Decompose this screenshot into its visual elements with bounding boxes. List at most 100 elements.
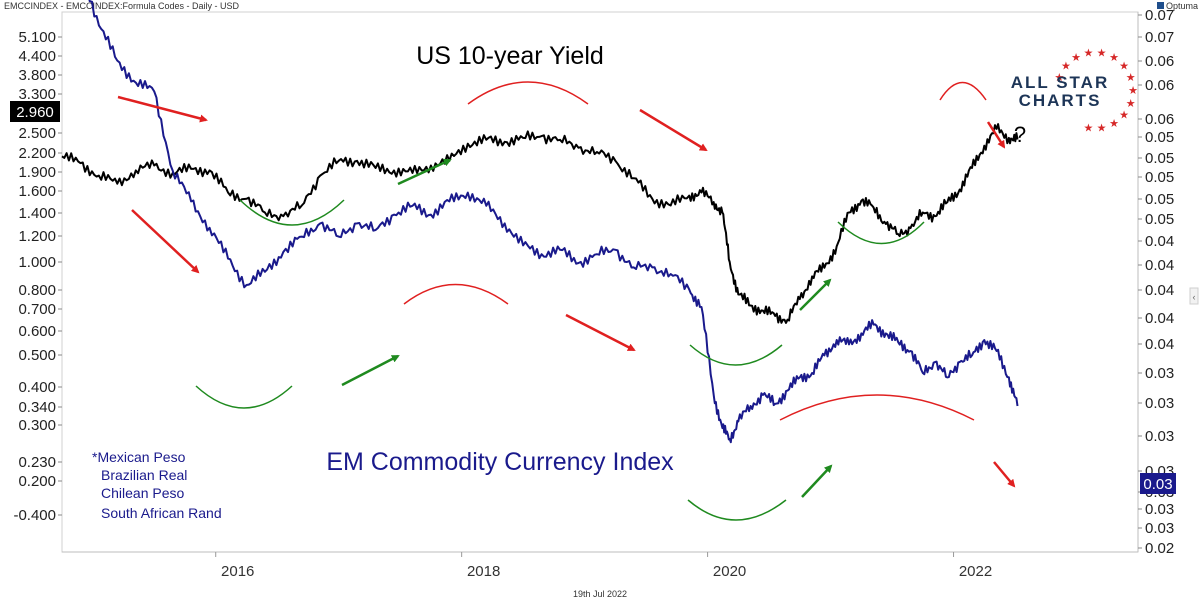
left-tick-label: 2.200: [18, 145, 56, 162]
green-trough-arc: [687, 499, 787, 521]
red-arrow-down-icon: [131, 209, 200, 274]
right-current-value-box: [1140, 473, 1176, 494]
left-tick-label: 1.000: [18, 254, 56, 271]
left-tick-label: 1.400: [18, 205, 56, 222]
logo-star-icon: ★: [1054, 72, 1064, 84]
brand-mark: Optuma: [1157, 1, 1198, 11]
right-tick-label: 0.05: [1145, 169, 1174, 186]
right-current-value: 0.03: [1143, 476, 1172, 493]
source-line: EMCCINDEX - EMCCINDEX:Formula Codes - Da…: [4, 1, 240, 11]
red-arrow-down-icon: [565, 313, 636, 352]
green-trough-arc: [837, 221, 925, 245]
scroll-handle[interactable]: [1189, 287, 1199, 305]
logo-line1: ALL STAR: [1011, 73, 1109, 92]
right-tick-label: 0.06: [1145, 111, 1174, 128]
left-tick-label: 1.200: [18, 228, 56, 245]
logo-line2: CHARTS: [1019, 91, 1102, 110]
x-axis: 2016 2018 2020 2022: [215, 552, 992, 580]
right-tick-label: 0.03: [1145, 501, 1174, 518]
green-trough-arc: [689, 344, 783, 366]
left-tick-label: 3.800: [18, 67, 56, 84]
red-peak-arc: [939, 81, 987, 101]
green-arrow-up-icon: [801, 464, 833, 498]
logo-star-icon: ★: [1109, 52, 1119, 64]
logo-star-icon: ★: [1061, 61, 1071, 73]
left-tick-label: 5.100: [18, 29, 56, 46]
annotation-question-mark: ?: [1014, 122, 1026, 147]
right-axis: 0.070.070.060.060.060.050.050.050.050.05…: [1138, 7, 1174, 557]
left-tick-label: 1.900: [18, 164, 56, 181]
green-arrow-up-icon: [341, 354, 400, 387]
chevron-left-icon: ‹: [1193, 292, 1196, 302]
legend-item-brazilian-real: Brazilian Real: [101, 467, 187, 483]
left-tick-label: 0.400: [18, 379, 56, 396]
left-tick-label: 2.500: [18, 125, 56, 142]
right-tick-label: 0.06: [1145, 53, 1174, 70]
left-tick-label: 0.500: [18, 347, 56, 364]
annotation-us-10y-title: US 10-year Yield: [416, 42, 604, 70]
right-tick-label: 0.05: [1145, 191, 1174, 208]
right-tick-label: 0.07: [1145, 7, 1174, 24]
right-current-value-badge: 0.03: [1140, 473, 1176, 494]
right-tick-label: 0.04: [1145, 233, 1174, 250]
left-current-value-badge: 2.960: [10, 101, 60, 122]
right-tick-label: 0.05: [1145, 150, 1174, 167]
brand-name: Optuma: [1166, 1, 1198, 11]
left-tick-label: 0.800: [18, 282, 56, 299]
right-tick-label: 0.03: [1145, 395, 1174, 412]
left-tick-label: 4.400: [18, 48, 56, 65]
left-current-value-box: [10, 101, 60, 122]
right-tick-label: 0.05: [1145, 129, 1174, 146]
legend-item-mexican-peso: *Mexican Peso: [92, 449, 186, 465]
red-arrow-down-icon: [993, 461, 1016, 488]
right-tick-label: 0.03: [1145, 520, 1174, 537]
star-ring-icon: ★★★ ★ ★ ★★★★★★★★★: [1054, 48, 1138, 135]
red-peak-arc: [403, 283, 509, 305]
legend-item-chilean-peso: Chilean Peso: [101, 485, 184, 501]
right-tick-label: 0.04: [1145, 282, 1174, 299]
right-tick-label: 0.07: [1145, 29, 1174, 46]
logo-star-icon: ★: [1083, 48, 1093, 60]
legend-item-south-african-rand: South African Rand: [101, 505, 222, 521]
logo-star-icon: ★: [1128, 85, 1138, 97]
currency-legend: *Mexican Peso Brazilian Real Chilean Pes…: [92, 449, 222, 521]
green-arrow-up-icon: [397, 158, 452, 186]
left-tick-label: -0.400: [13, 507, 56, 524]
left-current-value: 2.960: [16, 104, 54, 121]
green-trough-arc: [239, 199, 345, 226]
right-tick-label: 0.03: [1145, 365, 1174, 382]
logo-star-icon: ★: [1119, 61, 1129, 73]
annotation-em-index-title: EM Commodity Currency Index: [326, 448, 674, 476]
logo-star-icon: ★: [1119, 109, 1129, 121]
right-tick-label: 0.04: [1145, 310, 1174, 327]
series-line-us-10y-yield: [61, 123, 1019, 324]
plot-frame: [61, 11, 1139, 553]
annotation-shapes: [117, 81, 1016, 521]
red-arrow-down-icon: [117, 95, 208, 123]
left-axis: 5.100 4.400 3.800 3.300 2.500 2.200 1.900 1.600…: [13, 29, 62, 524]
logo-star-icon: ★: [1071, 52, 1081, 64]
x-tick-label: 2020: [713, 563, 746, 580]
red-peak-arc: [779, 394, 975, 421]
left-tick-label: 3.300: [18, 86, 56, 103]
left-tick-label: 0.200: [18, 473, 56, 490]
brand-icon: [1157, 2, 1164, 9]
logo-star-icon: ★: [1083, 122, 1093, 134]
logo-star-icon: ★: [1109, 118, 1119, 130]
right-tick-label: 0.06: [1145, 77, 1174, 94]
left-tick-label: 0.600: [18, 323, 56, 340]
logo-star-icon: ★: [1126, 72, 1136, 84]
red-arrow-down-icon: [986, 121, 1006, 149]
right-tick-label: 0.02: [1145, 540, 1174, 557]
red-arrow-down-icon: [639, 108, 708, 152]
left-tick-label: 0.230: [18, 454, 56, 471]
logo-star-icon: ★: [1097, 48, 1107, 60]
right-tick-label: 0.04: [1145, 336, 1174, 353]
green-trough-arc: [195, 385, 293, 409]
green-arrow-up-icon: [799, 278, 832, 311]
series-line-em-commodity-index: [88, 0, 1019, 444]
all-star-charts-logo: ★★★ ★ ★ ★★★★★★★★★ ALL STAR CHARTS: [1011, 48, 1138, 135]
left-tick-label: 1.600: [18, 183, 56, 200]
